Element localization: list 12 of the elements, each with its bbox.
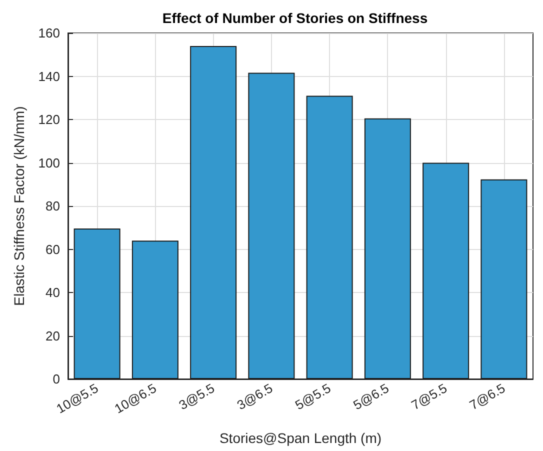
- y-tick-label: 120: [38, 112, 60, 127]
- chart-title: Effect of Number of Stories on Stiffness: [162, 10, 428, 26]
- y-tick-label: 160: [38, 26, 60, 40]
- y-tick-label: 100: [38, 155, 60, 170]
- y-tick-label: 80: [46, 198, 60, 214]
- y-tick-label: 40: [46, 285, 60, 300]
- y-tick-label: 140: [38, 68, 60, 84]
- y-axis-title: Elastic Stiffness Factor (kN/mm): [11, 106, 27, 306]
- y-tick-label: 0: [52, 372, 60, 386]
- y-tick-label: 60: [46, 242, 60, 257]
- x-axis-title: Stories@Span Length (m): [219, 430, 382, 446]
- y-tick-label: 20: [46, 328, 60, 344]
